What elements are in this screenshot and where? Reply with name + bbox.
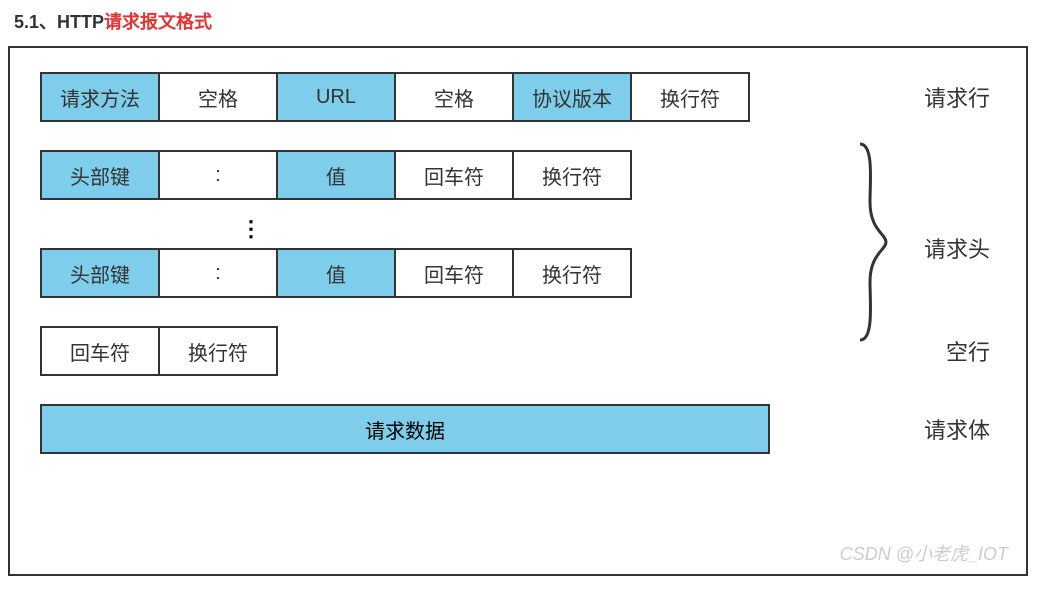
diagram-frame: 请求方法空格URL空格协议版本换行符 请求行 头部键:值回车符换行符 ⋮ 头部键…: [8, 46, 1028, 576]
request-line-cell-3: 空格: [394, 72, 514, 122]
header-cells-bottom: 头部键:值回车符换行符: [40, 248, 632, 298]
blank-line-cell-0: 回车符: [40, 326, 160, 376]
header-bottom-cell-1: :: [158, 248, 278, 298]
header-cells-top: 头部键:值回车符换行符: [40, 150, 632, 200]
header-row-bottom: 头部键:值回车符换行符: [40, 248, 996, 298]
header-bottom-cell-3: 回车符: [394, 248, 514, 298]
request-body-row: 请求数据 请求体: [40, 404, 996, 454]
request-line-cell-2: URL: [276, 72, 396, 122]
header-top-cell-4: 换行符: [512, 150, 632, 200]
request-line-cell-4: 协议版本: [512, 72, 632, 122]
header-row-top: 头部键:值回车符换行符: [40, 150, 996, 200]
blank-line-cell-1: 换行符: [158, 326, 278, 376]
header-top-cell-1: :: [158, 150, 278, 200]
blank-line-row: 回车符换行符 空行: [40, 326, 996, 376]
section-heading: 5.1、HTTP请求报文格式: [8, 8, 1046, 34]
request-line-cell-1: 空格: [158, 72, 278, 122]
request-line-cells: 请求方法空格URL空格协议版本换行符: [40, 72, 750, 122]
request-line-cell-0: 请求方法: [40, 72, 160, 122]
header-ellipsis: ⋮: [40, 210, 996, 248]
heading-prefix: 5.1、HTTP: [14, 12, 104, 32]
header-top-cell-2: 值: [276, 150, 396, 200]
curly-brace-icon: [854, 142, 888, 342]
request-headers-label: 请求头: [924, 232, 990, 264]
header-top-cell-3: 回车符: [394, 150, 514, 200]
request-body-label: 请求体: [924, 413, 996, 445]
heading-suffix: 请求报文格式: [104, 12, 212, 32]
blank-line-label: 空行: [946, 335, 996, 367]
watermark-text: CSDN @小老虎_IOT: [840, 540, 1008, 566]
header-bottom-cell-4: 换行符: [512, 248, 632, 298]
request-headers-section: 头部键:值回车符换行符 ⋮ 头部键:值回车符换行符 请求头: [40, 150, 996, 298]
header-bottom-cell-2: 值: [276, 248, 396, 298]
request-body-bar: 请求数据: [40, 404, 770, 454]
request-line-label: 请求行: [924, 81, 996, 113]
request-body-text: 请求数据: [365, 415, 445, 444]
request-line-row: 请求方法空格URL空格协议版本换行符 请求行: [40, 72, 996, 122]
header-top-cell-0: 头部键: [40, 150, 160, 200]
header-bottom-cell-0: 头部键: [40, 248, 160, 298]
blank-line-cells: 回车符换行符: [40, 326, 278, 376]
request-line-cell-5: 换行符: [630, 72, 750, 122]
ellipsis-icon: ⋮: [240, 218, 262, 240]
